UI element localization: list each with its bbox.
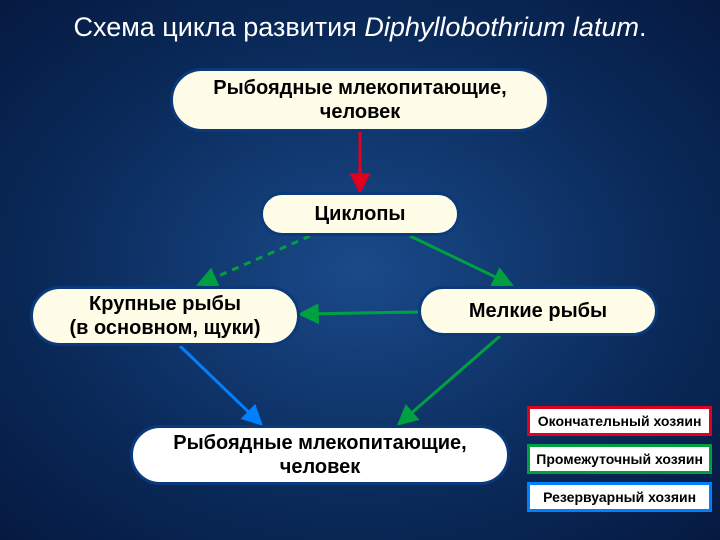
edge-right-left (302, 312, 418, 314)
edge-right-bottom (400, 336, 500, 423)
node-bottom: Рыбоядные млекопитающие,человек (130, 425, 510, 485)
edge-mid-right (410, 236, 510, 284)
node-right: Мелкие рыбы (418, 286, 658, 336)
node-left: Крупные рыбы(в основном, щуки) (30, 286, 300, 346)
node-top: Рыбоядные млекопитающие,человек (170, 68, 550, 132)
legend-intermediate-host: Промежуточный хозяин (527, 444, 712, 474)
page-title: Схема цикла развития Diphyllobothrium la… (0, 12, 720, 43)
title-suffix: . (639, 12, 647, 42)
node-right-label: Мелкие рыбы (469, 299, 607, 323)
node-mid-label: Циклопы (315, 202, 406, 226)
node-bottom-label: Рыбоядные млекопитающие,человек (173, 431, 466, 479)
legend-final-host: Окончательный хозяин (527, 406, 712, 436)
node-mid: Циклопы (260, 192, 460, 236)
edge-mid-left (200, 236, 310, 284)
edge-left-bottom (180, 346, 260, 423)
title-species: Diphyllobothrium latum (364, 12, 639, 42)
node-top-label: Рыбоядные млекопитающие,человек (213, 76, 506, 124)
legend-reservoir-host: Резервуарный хозяин (527, 482, 712, 512)
node-left-label: Крупные рыбы(в основном, щуки) (69, 292, 260, 340)
legend: Окончательный хозяин Промежуточный хозяи… (527, 406, 712, 512)
title-prefix: Схема цикла развития (74, 12, 365, 42)
